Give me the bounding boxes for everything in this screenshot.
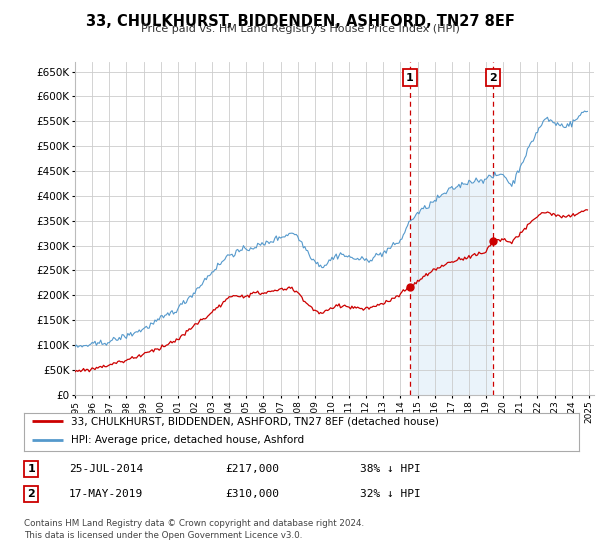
Text: 38% ↓ HPI: 38% ↓ HPI (360, 464, 421, 474)
Text: 2: 2 (489, 72, 496, 82)
Text: 32% ↓ HPI: 32% ↓ HPI (360, 489, 421, 499)
Text: 2: 2 (28, 489, 35, 499)
Text: 25-JUL-2014: 25-JUL-2014 (69, 464, 143, 474)
Text: 33, CHULKHURST, BIDDENDEN, ASHFORD, TN27 8EF: 33, CHULKHURST, BIDDENDEN, ASHFORD, TN27… (86, 14, 514, 29)
Text: HPI: Average price, detached house, Ashford: HPI: Average price, detached house, Ashf… (71, 435, 304, 445)
Text: 17-MAY-2019: 17-MAY-2019 (69, 489, 143, 499)
Text: 1: 1 (406, 72, 414, 82)
Text: 33, CHULKHURST, BIDDENDEN, ASHFORD, TN27 8EF (detached house): 33, CHULKHURST, BIDDENDEN, ASHFORD, TN27… (71, 416, 439, 426)
Text: £310,000: £310,000 (225, 489, 279, 499)
Text: Price paid vs. HM Land Registry's House Price Index (HPI): Price paid vs. HM Land Registry's House … (140, 24, 460, 34)
Text: £217,000: £217,000 (225, 464, 279, 474)
Text: Contains HM Land Registry data © Crown copyright and database right 2024.
This d: Contains HM Land Registry data © Crown c… (24, 519, 364, 540)
Text: 1: 1 (28, 464, 35, 474)
